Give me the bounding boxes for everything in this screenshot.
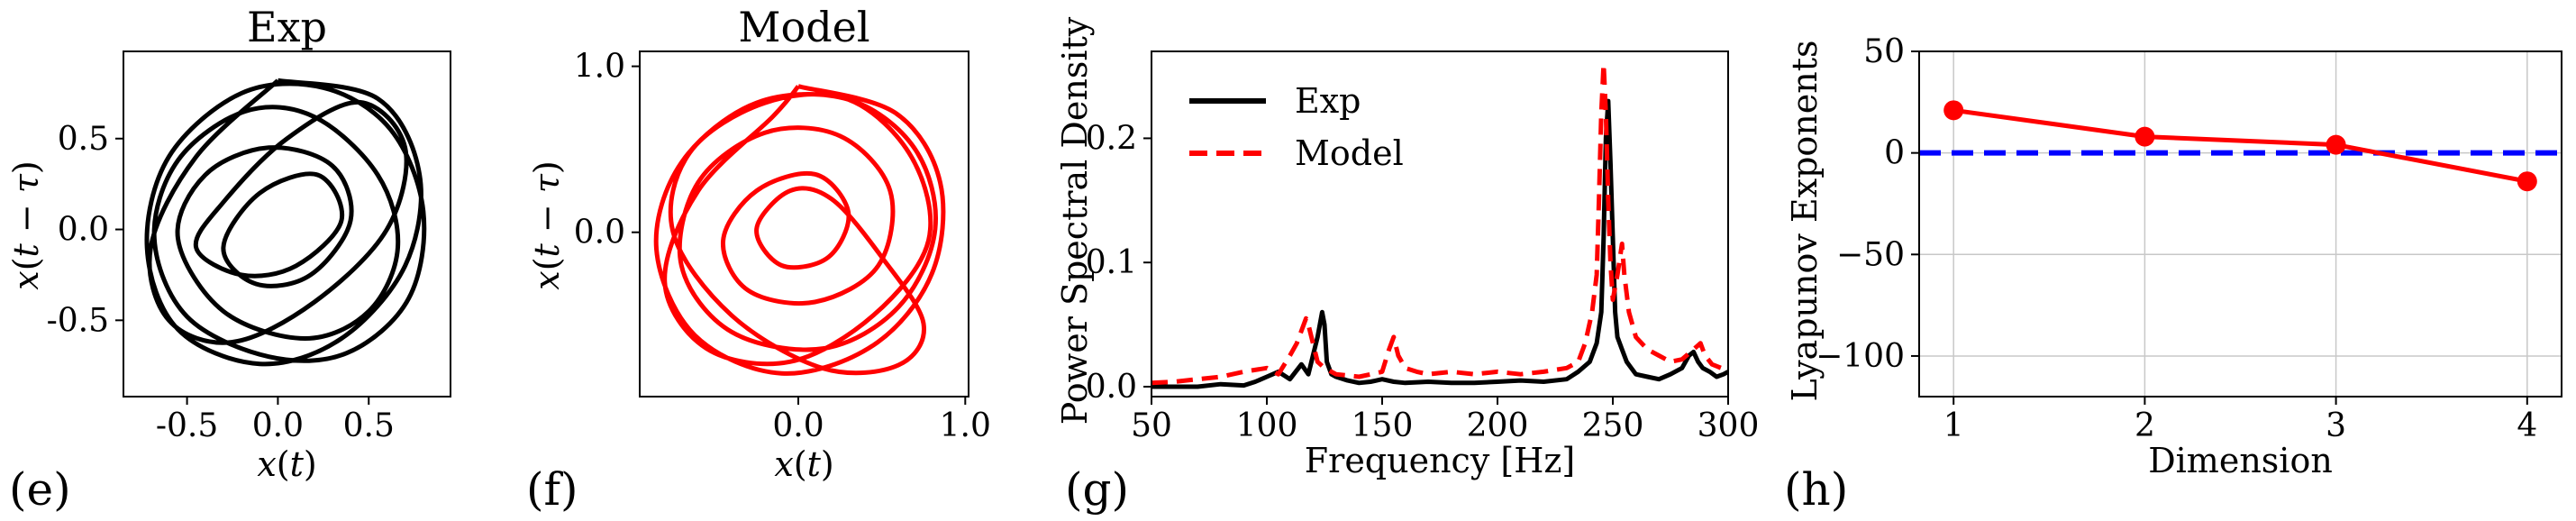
x-tick-label: 250 [1582, 407, 1644, 444]
plot-data [1151, 61, 1728, 389]
series-line-exp [1151, 98, 1728, 389]
y-axis-label: x(t − τ) [527, 160, 567, 289]
panel-letter: (f) [526, 463, 578, 516]
x-tick-label: 1.0 [940, 407, 991, 444]
legend-label-exp: Exp [1295, 81, 1361, 121]
y-tick-label: 0.0 [1086, 369, 1137, 406]
plot-data [653, 84, 946, 376]
y-tick-label: −50 [1836, 236, 1905, 273]
plot-data [144, 78, 427, 367]
y-tick-label: −100 [1816, 338, 1905, 375]
x-tick-label: 0.0 [252, 407, 304, 444]
x-tick-label: 300 [1698, 407, 1760, 444]
panel-title: Model [738, 3, 869, 51]
y-tick-label: 50 [1863, 33, 1905, 70]
series-line-data [653, 84, 946, 376]
y-tick-label: 0.0 [58, 212, 109, 249]
x-tick-label: 2 [2135, 407, 2155, 444]
panel-letter: (e) [9, 463, 71, 516]
axes-frame [639, 50, 969, 398]
data-point [2135, 126, 2155, 147]
y-tick-label: 0 [1884, 135, 1905, 172]
data-point [2326, 134, 2346, 155]
series-line-model [1151, 61, 1728, 386]
x-tick-label: 3 [2326, 407, 2346, 444]
panel-letter: (h) [1784, 463, 1848, 516]
x-axis-label: x(t) [774, 444, 833, 484]
legend-label-model: Model [1295, 133, 1404, 173]
x-tick-label: 1 [1943, 407, 1964, 444]
x-tick-label: 0.0 [772, 407, 824, 444]
x-axis-label: Dimension [2148, 441, 2333, 480]
x-tick-label: 0.5 [343, 407, 395, 444]
y-tick-label: 0.0 [574, 215, 625, 251]
x-axis-label: Frequency [Hz] [1305, 441, 1575, 480]
axes-frame [1918, 50, 2562, 398]
x-tick-label: -0.5 [156, 407, 218, 444]
data-point [1943, 100, 1964, 121]
y-axis-label: Lyapunov Exponents [1785, 41, 1825, 402]
y-tick-label: 0.2 [1086, 120, 1137, 157]
x-tick-label: 200 [1467, 407, 1529, 444]
panel-h: 1 2 3 4 −100 −50 0 50 Dimension Lyapunov Exponent… [1784, 33, 2562, 516]
x-tick-label: 100 [1236, 407, 1298, 444]
panel-f: 0.0 1.0 0.0 1.0 Model x(t) x(t − τ) (f) [526, 3, 991, 516]
plot-data [1919, 107, 2562, 184]
panel-letter: (g) [1065, 463, 1129, 516]
x-axis-label: x(t) [257, 444, 316, 484]
y-axis-label: x(t − τ) [6, 160, 46, 289]
x-tick-label: 4 [2517, 407, 2537, 444]
y-tick-label: 1.0 [574, 49, 625, 86]
series-line-data [144, 78, 427, 367]
series-line-data [1952, 107, 2528, 184]
panel-title: Exp [247, 3, 327, 51]
axes-frame [1151, 50, 1729, 398]
y-tick-label: 0.5 [58, 121, 109, 158]
x-tick-label: 150 [1352, 407, 1414, 444]
y-axis-label: Power Spectral Density [1055, 16, 1095, 425]
y-tick-label: -0.5 [47, 302, 109, 339]
panel-e: -0.5 0.0 0.5 -0.5 0.0 0.5 Exp x(t) x(t − τ) (e) [6, 3, 451, 516]
panel-g: 50 100 150 200 250 300 0.0 0.1 0.2 Frequency [Hz]… [1055, 16, 1759, 516]
axes-frame [123, 50, 451, 398]
y-tick-label: 0.1 [1086, 244, 1137, 281]
x-tick-label: 50 [1131, 407, 1172, 444]
data-point [2517, 171, 2537, 192]
